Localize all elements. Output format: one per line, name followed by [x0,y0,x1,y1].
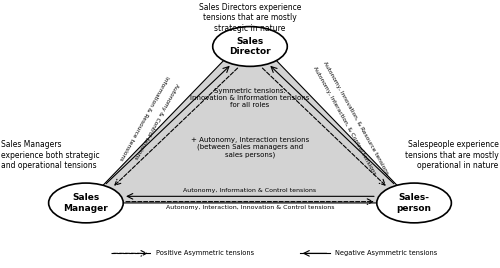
Polygon shape [86,33,414,203]
Text: Sales Managers
experience both strategic
and operational tensions: Sales Managers experience both strategic… [2,140,100,170]
Text: Sales
Director: Sales Director [229,37,271,56]
Text: Symmetric tensions:
Innovation & Information tensions
for all roles: Symmetric tensions: Innovation & Informa… [190,88,310,108]
Text: Sales-
person: Sales- person [396,193,432,213]
Circle shape [377,183,452,223]
Text: Sales
Manager: Sales Manager [64,193,108,213]
Text: Autonomy & Control tensions: Autonomy & Control tensions [132,82,179,160]
Text: Positive Asymmetric tensions: Positive Asymmetric tensions [156,250,254,256]
Text: Autonomy, Information & Control tensions: Autonomy, Information & Control tensions [184,188,316,193]
Text: Salespeople experience
tensions that are mostly
operational in nature: Salespeople experience tensions that are… [405,140,498,170]
Text: Negative Asymmetric tensions: Negative Asymmetric tensions [334,250,437,256]
Text: Information & Resource tensions: Information & Resource tensions [118,75,170,161]
Text: Autonomy, Innovation, & Resource tensions: Autonomy, Innovation, & Resource tension… [322,60,390,175]
Circle shape [48,183,123,223]
Circle shape [212,27,288,66]
Text: Sales Directors experience
tensions that are mostly
strategic in nature: Sales Directors experience tensions that… [199,3,301,32]
Text: + Autonomy, Interaction tensions
(between Sales managers and
sales persons): + Autonomy, Interaction tensions (betwee… [191,137,309,158]
Text: Autonomy, Interaction, & Control tensions: Autonomy, Interaction, & Control tension… [312,66,376,176]
Text: Autonomy, Interaction, Innovation & Control tensions: Autonomy, Interaction, Innovation & Cont… [166,205,334,210]
